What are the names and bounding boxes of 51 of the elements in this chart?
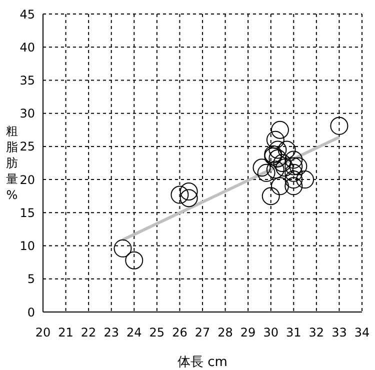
point xyxy=(273,154,292,172)
x-tick-label: 30 xyxy=(263,326,278,340)
y-axis-title: 粗脂肪量% xyxy=(6,124,18,202)
point xyxy=(270,120,289,139)
y-tick-label: 10 xyxy=(20,239,35,254)
point xyxy=(262,187,280,206)
point xyxy=(270,177,289,196)
point xyxy=(278,140,296,159)
x-tick-label: 26 xyxy=(172,326,188,340)
x-tick-label: 23 xyxy=(104,326,119,340)
point xyxy=(284,157,303,176)
x-tick-label: 34 xyxy=(354,326,370,340)
point xyxy=(114,239,132,258)
point xyxy=(268,149,287,168)
point xyxy=(170,186,189,204)
point xyxy=(257,164,276,182)
point xyxy=(125,251,144,270)
point xyxy=(289,157,308,176)
point xyxy=(266,130,284,149)
y-tick-label: 45 xyxy=(20,7,35,22)
x-tick-label: 29 xyxy=(240,326,256,340)
y-tick-label: 15 xyxy=(20,206,35,220)
x-tick-label: 32 xyxy=(308,326,324,340)
x-tick-label: 21 xyxy=(58,326,74,340)
y-tick-label: 20 xyxy=(20,172,35,187)
point xyxy=(284,164,303,182)
x-axis-title: 体長 cm xyxy=(178,355,228,370)
point xyxy=(284,170,303,189)
point xyxy=(330,116,348,135)
point xyxy=(180,182,198,200)
x-tick-label: 28 xyxy=(218,326,233,340)
y-tick-label: 40 xyxy=(20,40,35,54)
y-tick-label: 5 xyxy=(27,272,35,286)
point xyxy=(276,158,294,177)
y-tick-label: 30 xyxy=(20,106,35,121)
x-tick-label: 27 xyxy=(194,326,210,340)
point xyxy=(296,170,314,189)
x-tick-label: 31 xyxy=(286,326,302,340)
point xyxy=(180,189,198,208)
point xyxy=(266,160,284,179)
y-tick-label: 35 xyxy=(20,73,35,88)
point xyxy=(252,158,271,177)
y-tick-label: 25 xyxy=(20,140,35,154)
point xyxy=(284,177,303,196)
x-tick-label: 25 xyxy=(149,326,165,340)
x-tick-label: 24 xyxy=(126,326,142,340)
point xyxy=(284,150,303,169)
y-tick-label: 0 xyxy=(27,305,35,320)
x-tick-label: 22 xyxy=(80,326,96,340)
x-tick-label: 33 xyxy=(332,326,347,340)
point xyxy=(268,140,287,159)
